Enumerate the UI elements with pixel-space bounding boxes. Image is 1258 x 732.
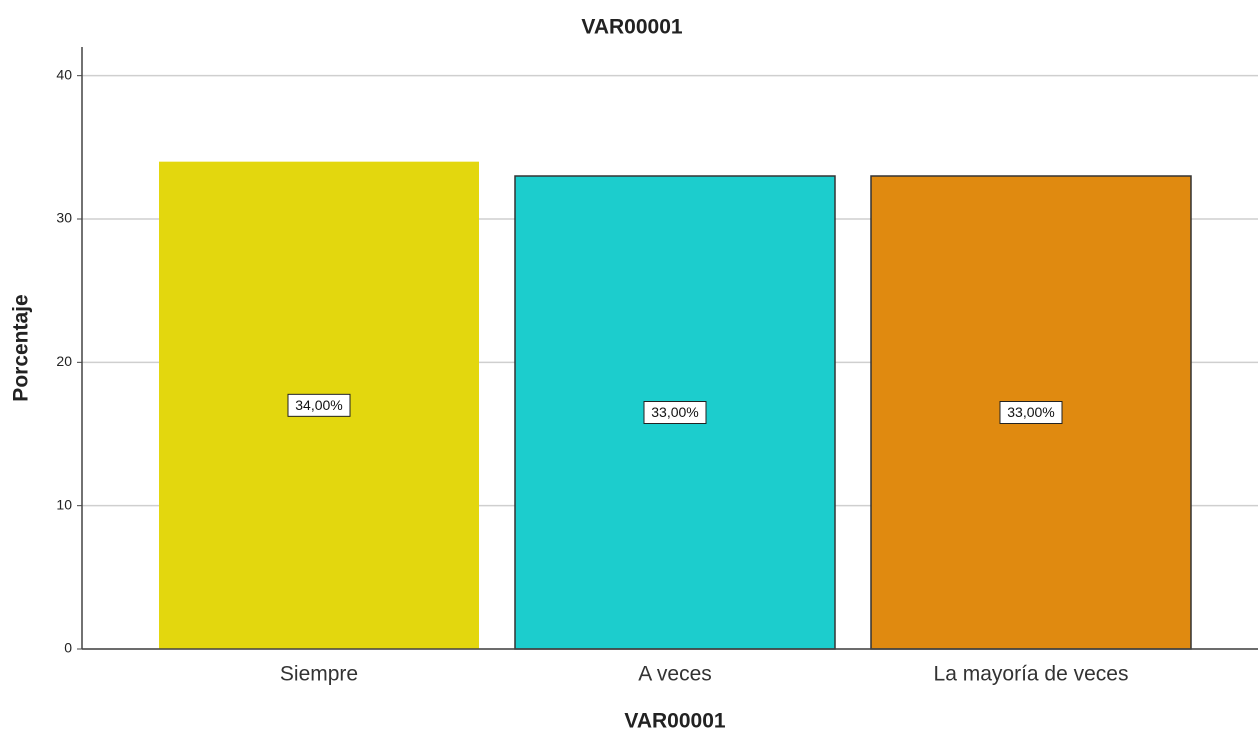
x-tick-label: Siempre bbox=[280, 663, 358, 686]
y-axis-title: Porcentaje bbox=[10, 294, 33, 401]
y-tick-label: 0 bbox=[64, 640, 72, 656]
chart-title: VAR00001 bbox=[581, 16, 682, 39]
value-label-box bbox=[999, 401, 1063, 424]
value-label: 33,00% bbox=[651, 404, 698, 420]
value-label: 34,00% bbox=[295, 397, 342, 413]
y-tick-label: 40 bbox=[56, 66, 72, 82]
x-tick-label: La mayoría de veces bbox=[934, 663, 1129, 686]
y-tick-label: 10 bbox=[56, 496, 72, 512]
y-tick-label: 30 bbox=[56, 210, 72, 226]
x-tick-label: A veces bbox=[638, 663, 712, 686]
value-label-box bbox=[643, 401, 707, 424]
y-tick-label: 20 bbox=[56, 353, 72, 369]
value-label: 33,00% bbox=[1007, 404, 1054, 420]
value-label-box bbox=[287, 393, 351, 417]
x-axis-title: VAR00001 bbox=[624, 710, 725, 732]
